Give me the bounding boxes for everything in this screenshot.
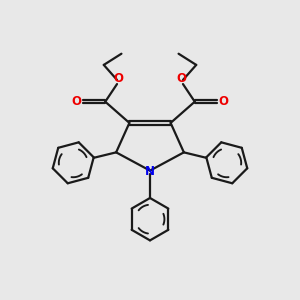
Text: O: O [177, 72, 187, 85]
Text: O: O [72, 95, 82, 108]
Text: O: O [218, 95, 228, 108]
Text: N: N [145, 165, 155, 178]
Text: O: O [113, 72, 123, 85]
